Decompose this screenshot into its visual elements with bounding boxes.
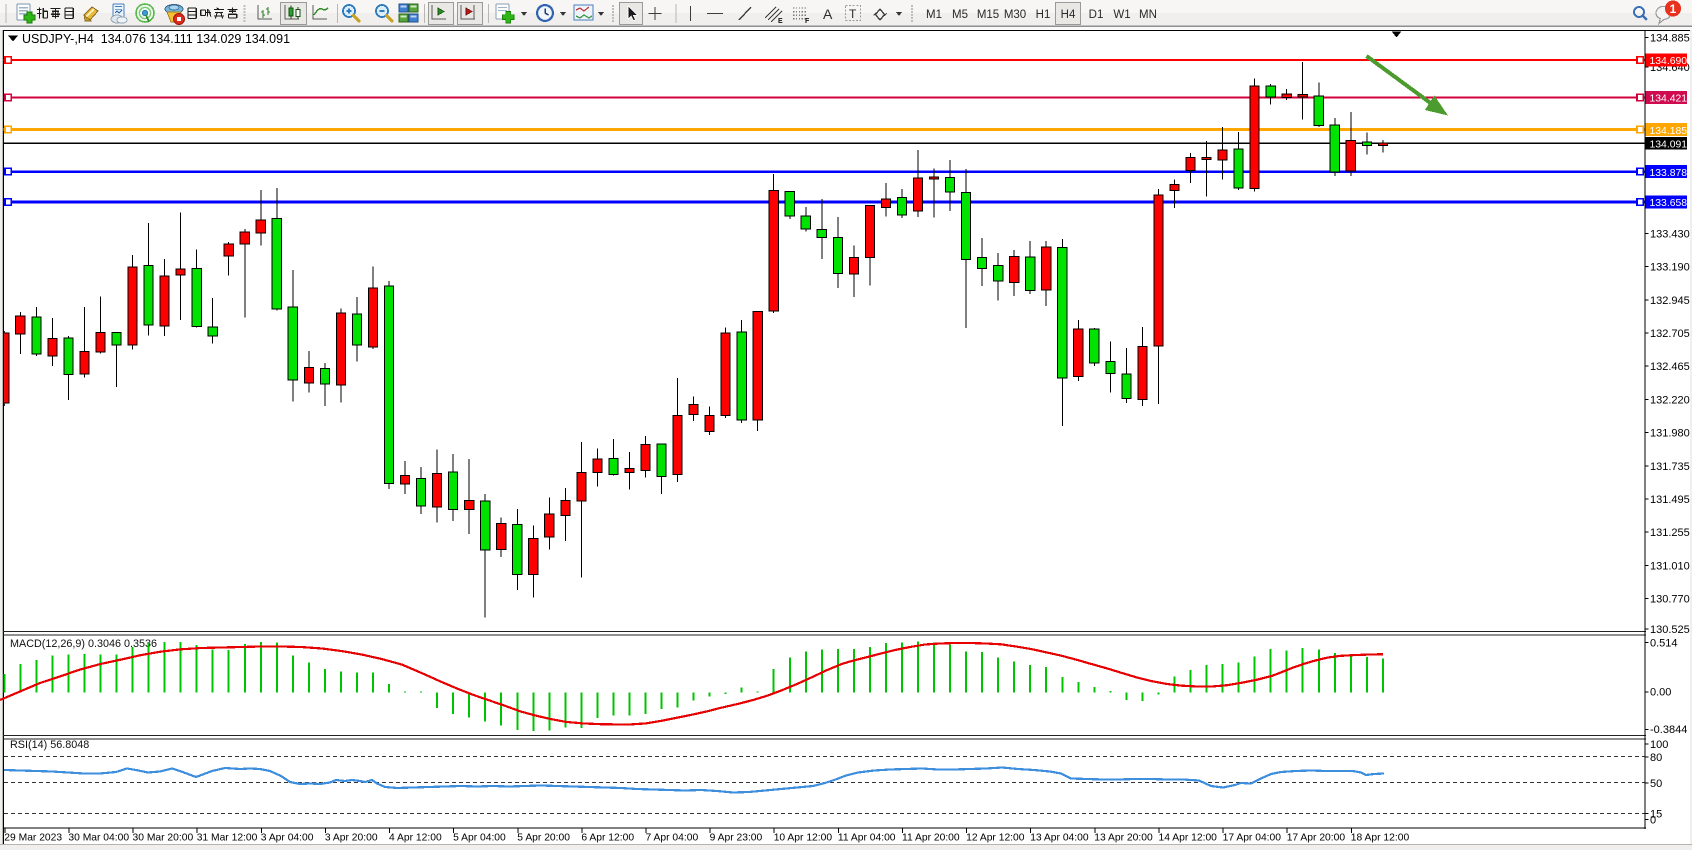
svg-text:100: 100 <box>1650 739 1668 751</box>
svg-text:14 Apr 12:00: 14 Apr 12:00 <box>1159 833 1218 844</box>
svg-text:17 Apr 04:00: 17 Apr 04:00 <box>1223 833 1282 844</box>
svg-text:30 Mar 20:00: 30 Mar 20:00 <box>133 833 194 844</box>
svg-text:13 Apr 20:00: 13 Apr 20:00 <box>1094 833 1153 844</box>
svg-text:A: A <box>823 6 833 22</box>
svg-text:H1: H1 <box>1036 9 1051 21</box>
svg-text:131.735: 131.735 <box>1650 461 1690 473</box>
svg-text:131.980: 131.980 <box>1650 427 1690 439</box>
svg-text:M1: M1 <box>926 9 942 21</box>
svg-text:17 Apr 20:00: 17 Apr 20:00 <box>1287 833 1346 844</box>
svg-text:134.690: 134.690 <box>1650 56 1688 67</box>
svg-text:133.658: 133.658 <box>1650 198 1688 209</box>
svg-text:31 Mar 12:00: 31 Mar 12:00 <box>197 833 258 844</box>
svg-text:13 Apr 04:00: 13 Apr 04:00 <box>1030 833 1089 844</box>
svg-text:USDJPY-,H4 134.076 134.111 13: USDJPY-,H4 134.076 134.111 134.029 134.0… <box>22 32 290 46</box>
svg-text:12 Apr 12:00: 12 Apr 12:00 <box>966 833 1025 844</box>
svg-text:130.525: 130.525 <box>1650 624 1690 636</box>
svg-text:5 Apr 04:00: 5 Apr 04:00 <box>453 833 506 844</box>
svg-text:MN: MN <box>1139 9 1157 21</box>
svg-text:6 Apr 12:00: 6 Apr 12:00 <box>581 833 634 844</box>
svg-text:0.514: 0.514 <box>1650 638 1678 650</box>
svg-text:132.220: 132.220 <box>1650 395 1690 407</box>
svg-text:10 Apr 12:00: 10 Apr 12:00 <box>774 833 833 844</box>
svg-text:133.190: 133.190 <box>1650 261 1690 273</box>
svg-text:M30: M30 <box>1004 9 1026 21</box>
svg-text:80: 80 <box>1650 752 1662 764</box>
svg-text:15: 15 <box>1650 808 1662 820</box>
svg-text:50: 50 <box>1650 778 1662 790</box>
svg-text:30 Mar 04:00: 30 Mar 04:00 <box>68 833 129 844</box>
svg-text:4 Apr 12:00: 4 Apr 12:00 <box>389 833 442 844</box>
svg-text:3 Apr 20:00: 3 Apr 20:00 <box>325 833 378 844</box>
svg-text:132.465: 132.465 <box>1650 361 1690 373</box>
svg-text:11 Apr 20:00: 11 Apr 20:00 <box>902 833 960 844</box>
svg-text:18 Apr 12:00: 18 Apr 12:00 <box>1351 833 1410 844</box>
svg-text:0.00: 0.00 <box>1650 687 1671 699</box>
svg-text:9 Apr 23:00: 9 Apr 23:00 <box>710 833 763 844</box>
svg-text:7 Apr 04:00: 7 Apr 04:00 <box>646 833 699 844</box>
svg-text:134.185: 134.185 <box>1650 126 1688 137</box>
svg-text:0: 0 <box>1650 815 1656 827</box>
svg-text:5 Apr 20:00: 5 Apr 20:00 <box>517 833 570 844</box>
svg-text:D1: D1 <box>1089 9 1104 21</box>
svg-text:131.255: 131.255 <box>1650 527 1690 539</box>
svg-text:29 Mar 2023: 29 Mar 2023 <box>4 833 62 844</box>
svg-text:132.705: 132.705 <box>1650 328 1690 340</box>
svg-text:133.430: 133.430 <box>1650 228 1690 240</box>
svg-text:M15: M15 <box>977 9 999 21</box>
svg-text:134.091: 134.091 <box>1650 139 1688 150</box>
svg-text:-0.3844: -0.3844 <box>1650 724 1687 736</box>
svg-text:134.885: 134.885 <box>1650 33 1690 45</box>
svg-text:M5: M5 <box>952 9 968 21</box>
svg-text:134.421: 134.421 <box>1650 94 1688 105</box>
svg-text:130.770: 130.770 <box>1650 594 1690 606</box>
svg-text:F: F <box>805 18 810 25</box>
svg-text:RSI(14) 56.8048: RSI(14) 56.8048 <box>10 739 89 751</box>
svg-text:MACD(12,26,9) 0.3046 0.3536: MACD(12,26,9) 0.3046 0.3536 <box>10 638 157 650</box>
svg-text:W1: W1 <box>1113 9 1130 21</box>
svg-text:131.010: 131.010 <box>1650 561 1690 573</box>
svg-text:T: T <box>849 7 857 21</box>
svg-text:133.878: 133.878 <box>1650 168 1688 179</box>
svg-text:3 Apr 04:00: 3 Apr 04:00 <box>261 833 314 844</box>
svg-text:1: 1 <box>1670 2 1677 16</box>
svg-text:E: E <box>778 18 783 25</box>
svg-text:H4: H4 <box>1061 9 1076 21</box>
svg-text:11 Apr 04:00: 11 Apr 04:00 <box>838 833 896 844</box>
svg-text:131.495: 131.495 <box>1650 494 1690 506</box>
svg-text:132.945: 132.945 <box>1650 295 1690 307</box>
